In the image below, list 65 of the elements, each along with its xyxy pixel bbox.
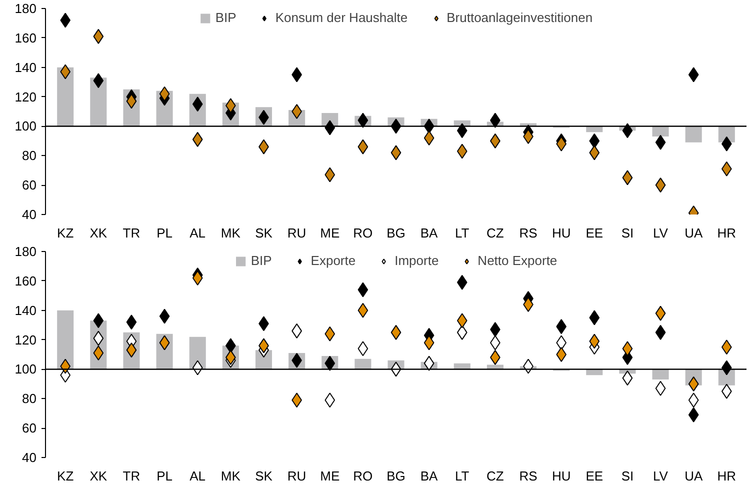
legend-label: Konsum der Haushalte [275,10,408,25]
y-tick-label: 100 [14,362,37,377]
x-tick-label: RU [287,226,306,240]
x-tick-label: RO [353,468,373,484]
x-tick-label: AL [190,468,206,484]
x-tick-label: BA [420,226,438,240]
x-tick-label: SK [255,468,273,484]
x-tick-label: RS [519,468,538,484]
x-tick-label: RS [519,226,538,240]
x-tick-label: KZ [57,468,74,484]
legend-label: Exporte [310,253,356,268]
x-tick-label: PL [156,226,172,240]
y-tick-label: 40 [22,207,37,222]
x-tick-label: BG [386,226,406,240]
y-tick-label: 60 [22,420,37,436]
x-tick-label: TR [122,226,140,240]
x-tick-label: XK [90,226,108,240]
x-tick-label: HR [717,226,736,240]
y-tick-label: 180 [14,1,37,16]
x-tick-label: CZ [486,226,504,240]
x-tick-label: EE [586,226,604,240]
x-tick-label: XK [90,468,108,484]
x-tick-label: MK [220,468,241,484]
x-tick-label: UA [684,468,703,484]
y-tick-label: 120 [14,332,37,348]
legend-label: Importe [394,253,439,268]
x-tick-label: LT [455,468,470,484]
y-tick-label: 160 [14,30,37,46]
x-tick-label: HU [552,468,571,484]
x-tick-label: HU [552,226,571,240]
y-tick-label: 140 [14,60,37,75]
y-tick-label: 80 [22,391,37,406]
x-tick-label: RU [287,468,306,484]
x-tick-label: RO [353,226,373,240]
x-tick-label: TR [122,468,140,484]
x-tick-label: PL [156,468,172,484]
x-tick-label: LV [653,468,668,484]
y-tick-label: 120 [14,89,37,104]
y-tick-label: 60 [22,178,37,193]
y-tick-label: 100 [14,118,37,134]
legend-label: Netto Exporte [478,253,558,268]
y-tick-label: 80 [22,148,37,164]
x-tick-label: BA [420,468,438,484]
y-tick-label: 140 [14,302,37,318]
x-tick-label: KZ [57,226,74,240]
x-tick-label: HR [717,468,736,484]
y-tick-label: 160 [14,273,37,288]
legend-label: Bruttoanlageinvestitionen [446,10,593,25]
x-tick-label: ME [320,226,340,240]
x-tick-label: LV [653,226,668,240]
x-tick-label: SI [621,468,634,484]
y-tick-label: 180 [14,244,37,259]
x-tick-label: BG [386,468,406,484]
legend-label: BIP [215,10,236,25]
x-tick-label: CZ [486,468,504,484]
x-tick-label: ME [320,468,340,484]
x-tick-label: MK [220,226,241,240]
x-tick-label: SI [621,226,634,240]
x-tick-label: SK [255,226,273,240]
legend-label: BIP [250,253,272,268]
x-tick-label: AL [190,226,206,240]
x-tick-label: UA [684,226,703,240]
x-tick-label: LT [455,226,470,240]
y-tick-label: 40 [22,450,37,465]
x-tick-label: EE [586,468,604,484]
